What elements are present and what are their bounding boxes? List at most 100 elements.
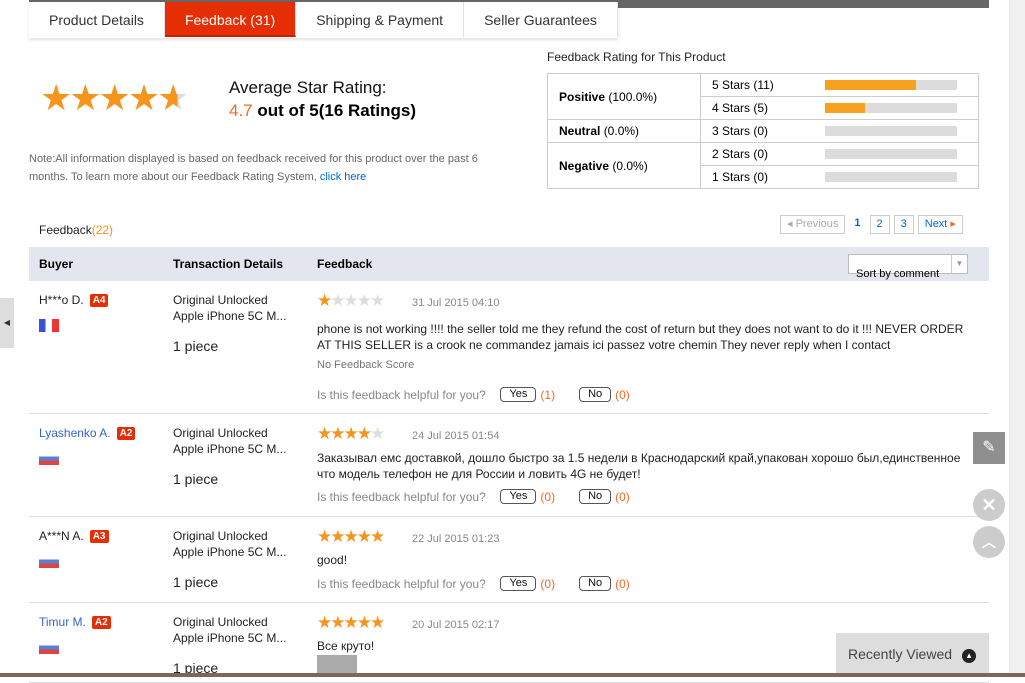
star-rating-icons: ★★★★★: [317, 527, 385, 546]
buyer-name[interactable]: Lyashenko A. A2: [39, 426, 136, 440]
buyer-level-badge: A2: [91, 616, 111, 629]
rating-bar: [824, 149, 957, 159]
pagination: ◂ Previous 1 2 3 Next ▸: [780, 215, 963, 234]
chevron-left-icon: ◂: [787, 218, 796, 230]
buyer-name[interactable]: Timur M. A2: [39, 615, 111, 629]
table-row: H***o D. A4 Original Unlocked Apple iPhone…: [29, 281, 989, 414]
feedback-text: Заказывал емс доставкой, дошло быстро за…: [317, 451, 961, 481]
feedback-date: 24 Jul 2015 01:54: [412, 430, 500, 442]
yes-count: (0): [540, 489, 556, 504]
product-link[interactable]: Original Unlocked Apple iPhone 5C M...: [173, 529, 287, 559]
table-row: A***N A. A3 Original Unlocked Apple iPhone…: [29, 517, 989, 603]
recently-viewed-button[interactable]: Recently Viewed ▲: [836, 633, 989, 675]
page-1[interactable]: 1: [854, 217, 861, 229]
product-link[interactable]: Original Unlocked Apple iPhone 5C M...: [173, 293, 287, 323]
close-icon[interactable]: ✕: [973, 489, 1005, 521]
average-star-icons: ★★★★★: [40, 77, 189, 118]
feedback-text: Все круто!: [317, 639, 375, 653]
positive-label: Positive (100.0%): [547, 73, 701, 120]
russia-flag-icon: [39, 641, 59, 654]
table-row: Timur M. A2 Original Unlocked Apple iPhone…: [29, 603, 989, 683]
no-count: (0): [615, 576, 630, 591]
header-transaction: Transaction Details: [173, 257, 284, 271]
buyer-name: H***o D. A4: [39, 293, 109, 307]
sort-select[interactable]: Sort by comment ▼: [848, 254, 968, 280]
quantity: 1 piece: [173, 338, 219, 354]
yes-count: (0): [540, 576, 556, 591]
no-button[interactable]: No: [579, 576, 612, 591]
tab-shipping-payment[interactable]: Shipping & Payment: [296, 2, 465, 37]
no-count: (0): [615, 387, 630, 402]
feedback-date: 20 Jul 2015 02:17: [412, 619, 500, 631]
feedback-text: phone is not working !!!! the seller tol…: [317, 322, 964, 352]
buyer-level-badge: A2: [116, 427, 136, 440]
quantity: 1 piece: [173, 660, 219, 676]
negative-label: Negative (0.0%): [547, 142, 701, 189]
tab-feedback[interactable]: Feedback (31): [164, 2, 297, 37]
tab-seller-guarantees[interactable]: Seller Guarantees: [464, 2, 618, 37]
product-link[interactable]: Original Unlocked Apple iPhone 5C M...: [173, 615, 287, 645]
rating-row-label: 1 Stars (0): [700, 165, 825, 189]
chevron-up-icon[interactable]: ︿: [973, 526, 1005, 558]
header-buyer: Buyer: [39, 257, 74, 271]
average-rating-title: Average Star Rating:: [229, 78, 387, 97]
rating-bar: [824, 103, 957, 113]
rating-bar: [824, 80, 957, 90]
feedback-text: good!: [317, 553, 348, 567]
yes-button[interactable]: Yes: [500, 576, 537, 591]
tab-bar: Product Details Feedback (31) Shipping &…: [29, 2, 618, 38]
bottom-strip: [0, 673, 1025, 677]
page-2[interactable]: 2: [869, 215, 890, 234]
feedback-date: 31 Jul 2015 04:10: [412, 297, 500, 309]
helpful-prompt: Is this feedback helpful for you? Yes (1)…: [317, 387, 630, 402]
product-link[interactable]: Original Unlocked Apple iPhone 5C M...: [173, 426, 287, 456]
rating-row-label: 3 Stars (0): [700, 119, 825, 143]
rating-bar: [824, 172, 957, 182]
rating-note: Note:All information displayed is based …: [29, 153, 478, 183]
quantity: 1 piece: [173, 574, 219, 590]
rating-table-title: Feedback Rating for This Product: [547, 50, 726, 64]
buyer-level-badge: A4: [89, 294, 109, 307]
star-rating-icons: ★★★★★: [317, 424, 385, 443]
yes-button[interactable]: Yes: [500, 387, 537, 402]
rating-row-label: 2 Stars (0): [700, 142, 825, 166]
feedback-count: Feedback(22): [39, 223, 114, 237]
header-feedback: Feedback: [317, 257, 373, 271]
helpful-prompt: Is this feedback helpful for you? Yes (0)…: [317, 576, 630, 591]
rating-table: Positive (100.0%) 5 Stars (11) 4 Stars (…: [547, 73, 979, 189]
france-flag-icon: [39, 319, 59, 332]
chevron-down-icon: ▼: [951, 255, 967, 273]
feedback-photo[interactable]: [317, 655, 357, 675]
feedback-score: No Feedback Score: [317, 359, 415, 371]
buyer-name: A***N A. A3: [39, 529, 109, 543]
rating-bar: [824, 126, 957, 136]
yes-button[interactable]: Yes: [500, 489, 537, 504]
rating-row-label: 4 Stars (5): [700, 96, 825, 120]
page-3[interactable]: 3: [893, 215, 914, 234]
rating-row-label: 5 Stars (11): [700, 73, 825, 97]
russia-flag-icon: [39, 452, 59, 465]
click-here-link[interactable]: click here: [319, 171, 367, 183]
star-rating-icons: ★★★★★: [317, 613, 385, 632]
chevron-right-icon: ▸: [947, 218, 956, 230]
previous-page-button[interactable]: ◂ Previous: [780, 215, 846, 234]
average-rating-value: 4.7 out of 5(16 Ratings): [229, 101, 417, 120]
quantity: 1 piece: [173, 471, 219, 487]
table-header: Buyer Transaction Details Feedback Sort …: [29, 247, 989, 281]
yes-count: (1): [540, 387, 556, 402]
no-button[interactable]: No: [579, 387, 612, 402]
no-count: (0): [615, 489, 630, 504]
russia-flag-icon: [39, 555, 59, 568]
scrollbar[interactable]: [1009, 0, 1025, 673]
star-rating-icons: ★★★★★: [317, 291, 385, 310]
neutral-label: Neutral (0.0%): [547, 119, 701, 143]
pencil-icon[interactable]: ✎: [973, 432, 1005, 464]
helpful-prompt: Is this feedback helpful for you? Yes (0)…: [317, 489, 630, 504]
no-button[interactable]: No: [579, 489, 612, 504]
side-collapse-arrow[interactable]: ◀: [0, 298, 14, 348]
feedback-date: 22 Jul 2015 01:23: [412, 533, 500, 545]
chevron-up-icon: ▲: [962, 649, 977, 663]
table-row: Lyashenko A. A2 Original Unlocked Apple iP…: [29, 414, 989, 517]
next-page-button[interactable]: Next ▸: [917, 215, 963, 234]
tab-product-details[interactable]: Product Details: [29, 2, 165, 37]
